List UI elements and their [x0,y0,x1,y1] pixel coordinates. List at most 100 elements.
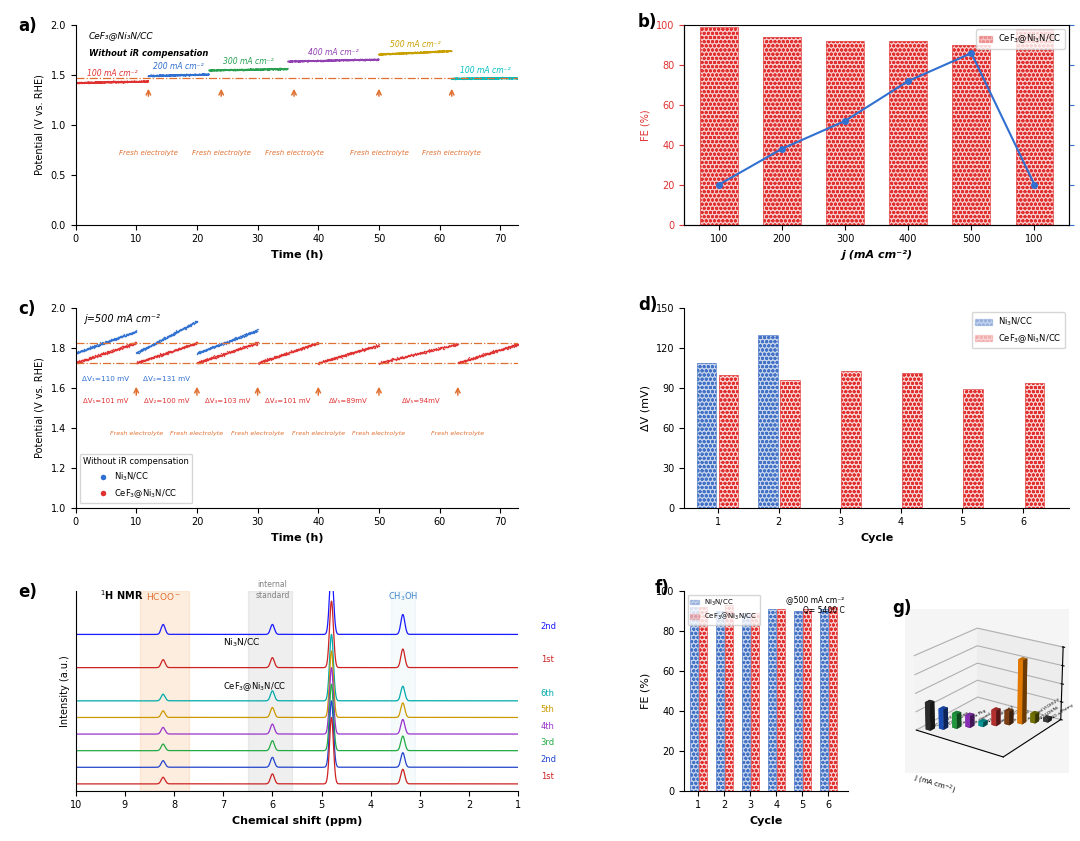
Bar [762,37,801,225]
Bar [719,375,739,507]
Text: 400 mA cm⁻²: 400 mA cm⁻² [308,48,359,56]
Bar [758,335,778,507]
Text: ΔV₂=100 mV: ΔV₂=100 mV [144,398,189,404]
Text: Fresh electrolyte: Fresh electrolyte [352,431,405,436]
Bar [762,37,801,225]
Bar [699,607,707,791]
X-axis label: Time (h): Time (h) [271,250,323,260]
Bar [716,611,724,791]
Text: 500 mA cm⁻²: 500 mA cm⁻² [390,40,441,49]
Text: c): c) [18,300,36,318]
Legend: Ni$_3$N/CC, CeF$_3$@Ni$_3$N/CC: Ni$_3$N/CC, CeF$_3$@Ni$_3$N/CC [972,312,1065,348]
Text: d): d) [638,296,658,315]
Text: Fresh electrolyte: Fresh electrolyte [265,150,323,156]
Text: CeF$_3$@Ni$_3$N/CC: CeF$_3$@Ni$_3$N/CC [224,680,286,693]
Bar [1025,383,1044,507]
Text: 6th: 6th [541,689,555,697]
Text: CeF₃@Ni₃N/CC: CeF₃@Ni₃N/CC [89,31,153,40]
Bar [742,613,750,791]
Bar [689,607,698,791]
X-axis label: j (mA cm$^{-2}$): j (mA cm$^{-2}$) [913,772,957,796]
Text: 100 mA cm⁻²: 100 mA cm⁻² [460,66,511,75]
Text: e): e) [18,584,37,601]
Bar [829,607,837,791]
Bar [889,41,927,225]
Text: 2nd: 2nd [541,622,556,631]
Text: ΔV₁=101 mV: ΔV₁=101 mV [83,398,129,404]
X-axis label: Cycle: Cycle [750,816,783,826]
Bar [751,613,759,791]
Text: 3rd: 3rd [541,738,555,748]
Text: a): a) [18,18,37,35]
Text: 5th: 5th [541,705,554,714]
X-axis label: Time (h): Time (h) [271,533,323,542]
Bar [841,371,861,507]
Bar [697,362,716,507]
Text: ΔV₂=131 mV: ΔV₂=131 mV [143,376,190,382]
Text: ΔV₄=101 mV: ΔV₄=101 mV [266,398,311,404]
Text: ΔV₁=110 mV: ΔV₁=110 mV [82,376,130,382]
Text: Fresh electrolyte: Fresh electrolyte [292,431,345,436]
Text: 200 mA cm⁻²: 200 mA cm⁻² [153,62,204,71]
Bar [139,591,189,791]
Text: 2nd: 2nd [541,755,556,764]
Bar [826,41,864,225]
Text: @500 mA cm⁻²
Q= 5400 C: @500 mA cm⁻² Q= 5400 C [786,595,845,615]
Bar [247,591,292,791]
Legend: Ni$_3$N/CC, CeF$_3$@Ni$_3$N/CC: Ni$_3$N/CC, CeF$_3$@Ni$_3$N/CC [688,595,760,625]
X-axis label: j (mA cm⁻²): j (mA cm⁻²) [841,250,913,260]
Bar [780,380,799,507]
Text: Fresh electrolyte: Fresh electrolyte [110,431,163,436]
Y-axis label: FE (%): FE (%) [640,673,650,709]
Text: 1st: 1st [541,655,554,664]
X-axis label: Cycle: Cycle [860,533,893,542]
Bar [953,45,990,225]
Bar [963,389,983,507]
Text: HCOO$^-$: HCOO$^-$ [146,591,180,602]
Bar [794,611,802,791]
Bar [902,373,922,507]
Text: 100 mA cm⁻²: 100 mA cm⁻² [86,69,137,78]
Bar [768,609,775,791]
Bar [829,607,837,791]
Y-axis label: ΔV (mV): ΔV (mV) [640,385,650,431]
X-axis label: Chemical shift (ppm): Chemical shift (ppm) [232,816,362,826]
Bar [1015,29,1053,225]
Text: internal
standard: internal standard [255,580,289,600]
Text: g): g) [892,599,912,617]
Text: Ni$_3$N/CC: Ni$_3$N/CC [224,637,260,649]
Bar [820,609,828,791]
Text: ΔV₅=89mV: ΔV₅=89mV [329,398,368,404]
Text: Fresh electrolyte: Fresh electrolyte [431,431,484,436]
Text: 300 mA cm⁻²: 300 mA cm⁻² [224,57,274,66]
Bar [699,607,707,791]
Text: f): f) [654,579,670,597]
Text: ΔV₅=94mV: ΔV₅=94mV [402,398,441,404]
Legend: CeF$_3$@Ni$_3$N/CC: CeF$_3$@Ni$_3$N/CC [976,29,1065,49]
Bar [820,609,828,791]
Bar [391,591,415,791]
Text: b): b) [638,13,658,31]
Text: Fresh electrolyte: Fresh electrolyte [119,150,178,156]
Text: 1st: 1st [541,771,554,780]
Bar [768,609,775,791]
Bar [963,389,983,507]
Text: Fresh electrolyte: Fresh electrolyte [171,431,224,436]
Bar [758,335,778,507]
Text: $^1$H NMR: $^1$H NMR [100,588,144,602]
Y-axis label: Intensity (a.u.): Intensity (a.u.) [60,655,70,727]
Bar [889,41,927,225]
Text: Fresh electrolyte: Fresh electrolyte [422,150,482,156]
Text: Without iR compensation: Without iR compensation [89,49,208,58]
Bar [953,45,990,225]
Text: CH$_3$OH: CH$_3$OH [388,591,418,603]
Bar [841,371,861,507]
Bar [689,607,698,791]
Bar [802,609,811,791]
Text: 4th: 4th [541,722,554,731]
Bar [725,606,733,791]
Bar [777,609,785,791]
Bar [1025,383,1044,507]
Bar [902,373,922,507]
Bar [1015,29,1053,225]
